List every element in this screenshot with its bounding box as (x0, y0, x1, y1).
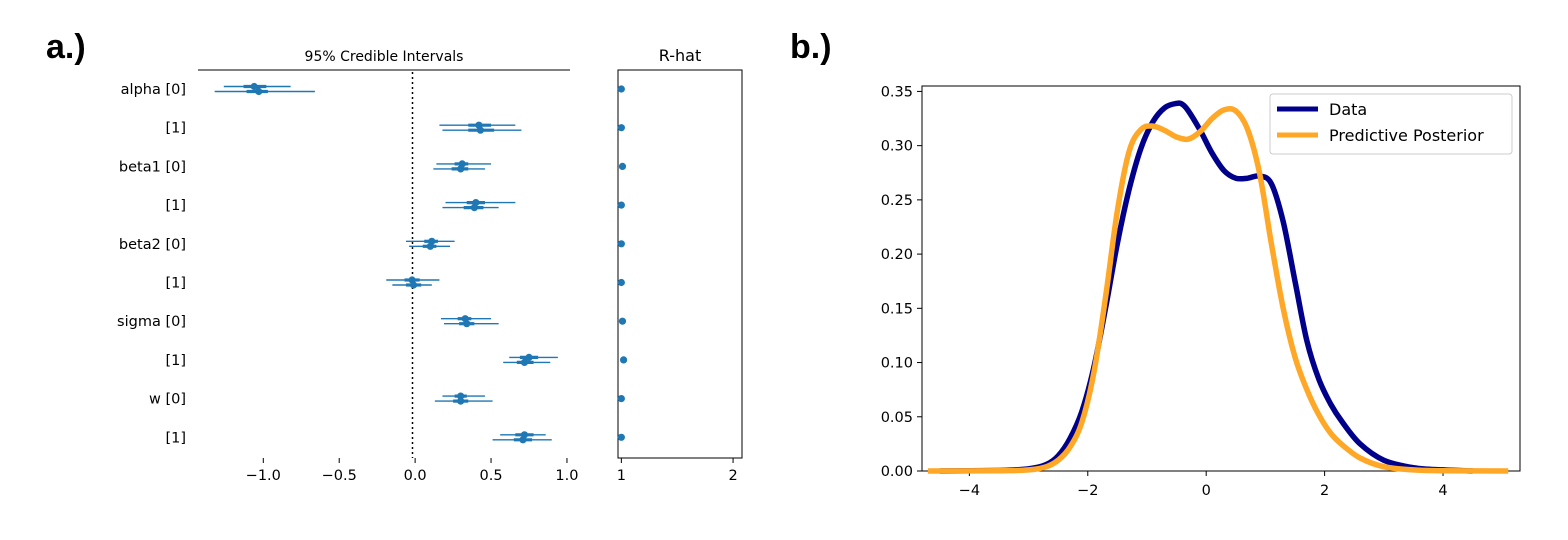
x-tick-label: −0.5 (322, 468, 357, 484)
y-tick-label: 0.30 (881, 139, 913, 155)
mean-point (457, 165, 465, 173)
mean-point (255, 87, 263, 96)
rhat-tick-label: 2 (728, 468, 737, 484)
density-lines (927, 100, 1509, 474)
rhat-point (617, 433, 625, 441)
panel-a-label: a.) (46, 28, 86, 66)
y-tick-label: 0.10 (881, 356, 913, 372)
rhat-point (618, 162, 627, 170)
rhat-point (617, 395, 625, 403)
mean-point (410, 281, 418, 289)
row-label: [1] (165, 430, 186, 446)
rhat-title: R-hat (659, 46, 701, 65)
rhat-point (617, 201, 625, 209)
x-tick-label: 2 (1320, 483, 1329, 499)
rhat-frame (617, 69, 743, 459)
row-label: [1] (165, 276, 186, 292)
series-line-data (939, 100, 1473, 474)
forest-row-labels: alpha [0] [1] beta1 [0] [1] beta2 [0] [1] sigm… (117, 82, 186, 446)
row-label: [1] (165, 121, 186, 137)
row-label: beta2 [0] (119, 237, 186, 253)
y-tick-label: 0.35 (881, 84, 913, 100)
x-tick-label: −4 (959, 483, 980, 499)
rhat-marks (617, 85, 628, 441)
x-tick-label: 1.0 (555, 468, 578, 484)
density-x-ticks: −4 −2 0 2 4 (959, 471, 1448, 499)
rhat-point (618, 317, 627, 325)
forest-title: 95% Credible Intervals (305, 49, 464, 65)
x-tick-label: 0 (1202, 483, 1211, 499)
density-y-ticks: 0.00 0.05 0.10 0.15 0.20 0.25 0.30 0.35 (881, 84, 922, 480)
legend-label-data: Data (1329, 100, 1367, 119)
mean-point (463, 320, 471, 328)
row-label: w [0] (149, 392, 186, 408)
panel-b-label: b.) (790, 28, 832, 66)
row-label: beta1 [0] (119, 159, 186, 175)
legend-label-posterior: Predictive Posterior (1329, 126, 1484, 145)
mean-point (525, 353, 533, 361)
forest-plot: 95% Credible Intervals alpha [0] [1] beta1… (117, 49, 578, 484)
legend-box (1269, 93, 1513, 155)
mean-point (457, 392, 465, 400)
x-tick-label: 0.5 (480, 468, 503, 484)
mean-point (250, 82, 258, 91)
x-tick-label: 0.0 (404, 468, 427, 484)
y-tick-label: 0.00 (881, 464, 913, 480)
forest-x-ticks: −1.0 −0.5 0.0 0.5 1.0 (246, 458, 578, 484)
y-tick-label: 0.15 (881, 301, 913, 317)
x-tick-label: −1.0 (246, 468, 281, 484)
x-tick-label: −2 (1077, 483, 1098, 499)
rhat-tick-label: 1 (617, 468, 626, 484)
row-label: [1] (165, 353, 186, 369)
mean-point (457, 397, 465, 405)
row-label: [1] (165, 198, 186, 214)
y-tick-label: 0.25 (881, 193, 913, 209)
row-label: sigma [0] (117, 314, 186, 330)
rhat-point (617, 85, 625, 93)
x-tick-label: 4 (1438, 483, 1447, 499)
mean-point (519, 436, 527, 444)
y-tick-label: 0.20 (881, 247, 913, 263)
mean-point (476, 126, 485, 134)
series-line-posterior (927, 105, 1509, 474)
rhat-point (619, 356, 628, 364)
y-tick-label: 0.05 (881, 410, 913, 426)
density-plot: 0.00 0.05 0.10 0.15 0.20 0.25 0.30 0.35 −4 −2 0 2 4… (881, 84, 1521, 499)
mean-point (520, 358, 529, 366)
rhat-point (617, 240, 625, 248)
mean-point (470, 204, 478, 212)
mean-point (426, 242, 434, 250)
rhat-point (617, 278, 625, 287)
rhat-point (617, 124, 625, 132)
row-label: alpha [0] (121, 82, 186, 98)
density-legend: Data Predictive Posterior (1269, 93, 1513, 155)
density-frame (921, 85, 1521, 472)
forest-marks (214, 82, 558, 444)
